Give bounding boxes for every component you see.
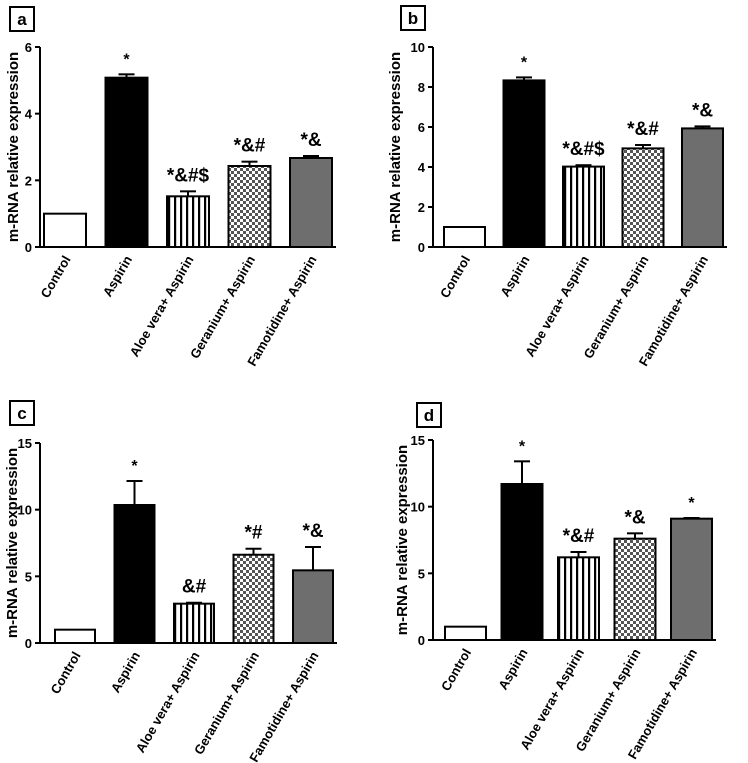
y-axis-label: m-RNA relative expression [394, 445, 411, 635]
figure: a0246m-RNA relative expressionControl*As… [0, 0, 748, 763]
category-label: Aspirin [108, 649, 143, 695]
significance-label: *&# [627, 119, 659, 140]
category-label: Famotidine+ Aspirin [636, 253, 711, 369]
y-tick-label: 10 [411, 40, 425, 55]
category-label: Geranium+ Aspirin [581, 253, 652, 361]
significance-label: *&#$ [167, 165, 210, 186]
significance-label: *& [624, 507, 645, 528]
significance-label: * [123, 51, 130, 68]
bar-3 [167, 196, 209, 247]
bar-3 [563, 167, 604, 247]
significance-label: *& [302, 521, 323, 542]
bar-4 [615, 539, 656, 640]
category-label: Geranium+ Aspirin [191, 649, 262, 757]
y-axis-label: m-RNA relative expression [5, 52, 22, 242]
category-label: Aloe vera+ Aspirin [133, 649, 203, 755]
bar-5 [682, 128, 723, 247]
panel-d: d 0 5 10 15m-RNA relative expression Control *… [394, 403, 716, 762]
category-label: Famotidine+ Aspirin [244, 253, 319, 369]
category-label: Aspirin [100, 253, 135, 299]
bar-1 [445, 627, 486, 640]
panel-a: a 0 2 4 6m-RNA relative expression Control * As… [5, 7, 336, 369]
y-tick-label: 4 [418, 160, 426, 175]
significance-label: *&# [234, 136, 266, 157]
y-tick-label: 10 [411, 500, 425, 515]
category-label: Aloe vera+ Aspirin [517, 646, 587, 752]
panel-b: b 0 2 4 6 8 10 m-RNA relative expression Control… [387, 6, 727, 369]
panel-letter: c [17, 404, 26, 423]
category-label: Famotidine+ Aspirin [246, 649, 321, 763]
significance-label: * [688, 495, 695, 512]
y-tick-label: 0 [418, 633, 425, 648]
y-tick-label: 15 [411, 433, 425, 448]
significance-label: *&#$ [562, 139, 605, 160]
significance-label: &# [182, 577, 207, 598]
significance-label: * [521, 54, 528, 71]
bar-4 [234, 555, 274, 643]
panel-letter: a [17, 10, 27, 29]
significance-label: * [519, 438, 526, 455]
significance-label: * [131, 458, 138, 475]
bar-5 [671, 519, 712, 640]
category-label: Aspirin [497, 253, 532, 299]
bar-2 [504, 80, 545, 247]
bar-1 [55, 630, 95, 643]
significance-label: *& [692, 100, 713, 121]
y-axis-label: m-RNA relative expression [4, 448, 21, 638]
category-label: Geranium+ Aspirin [187, 253, 258, 361]
category-label: Aloe vera+ Aspirin [127, 253, 197, 359]
y-tick-label: 5 [418, 566, 425, 581]
y-tick-label: 2 [418, 200, 425, 215]
y-tick-label: 6 [418, 120, 425, 135]
bar-4 [229, 166, 271, 247]
y-tick-label: 0 [25, 636, 32, 651]
significance-label: *&# [563, 526, 595, 547]
y-tick-label: 2 [25, 173, 32, 188]
y-tick-label: 8 [418, 80, 425, 95]
bar-1 [444, 227, 485, 247]
y-tick-label: 5 [25, 569, 32, 584]
bar-5 [290, 158, 332, 247]
category-label: Control [47, 649, 83, 697]
bar-3 [558, 557, 599, 640]
bar-2 [115, 505, 155, 643]
bar-5 [293, 570, 333, 643]
bar-1 [44, 214, 86, 247]
category-label: Aspirin [495, 646, 530, 692]
significance-label: *# [245, 523, 263, 544]
bar-4 [623, 148, 664, 247]
y-tick-label: 6 [25, 40, 32, 55]
category-label: Control [437, 253, 473, 301]
y-tick-label: 0 [418, 240, 425, 255]
panel-letter: b [408, 9, 418, 28]
y-tick-label: 4 [25, 107, 33, 122]
y-tick-label: 0 [25, 240, 32, 255]
bar-2 [106, 78, 148, 247]
panel-letter: d [424, 406, 434, 425]
bar-2 [502, 484, 543, 640]
category-label: Control [37, 253, 73, 301]
y-axis-label: m-RNA relative expression [387, 52, 404, 242]
bar-3 [174, 604, 214, 643]
significance-label: *& [300, 130, 321, 151]
category-label: Aloe vera+ Aspirin [522, 253, 592, 359]
category-label: Control [438, 646, 474, 694]
